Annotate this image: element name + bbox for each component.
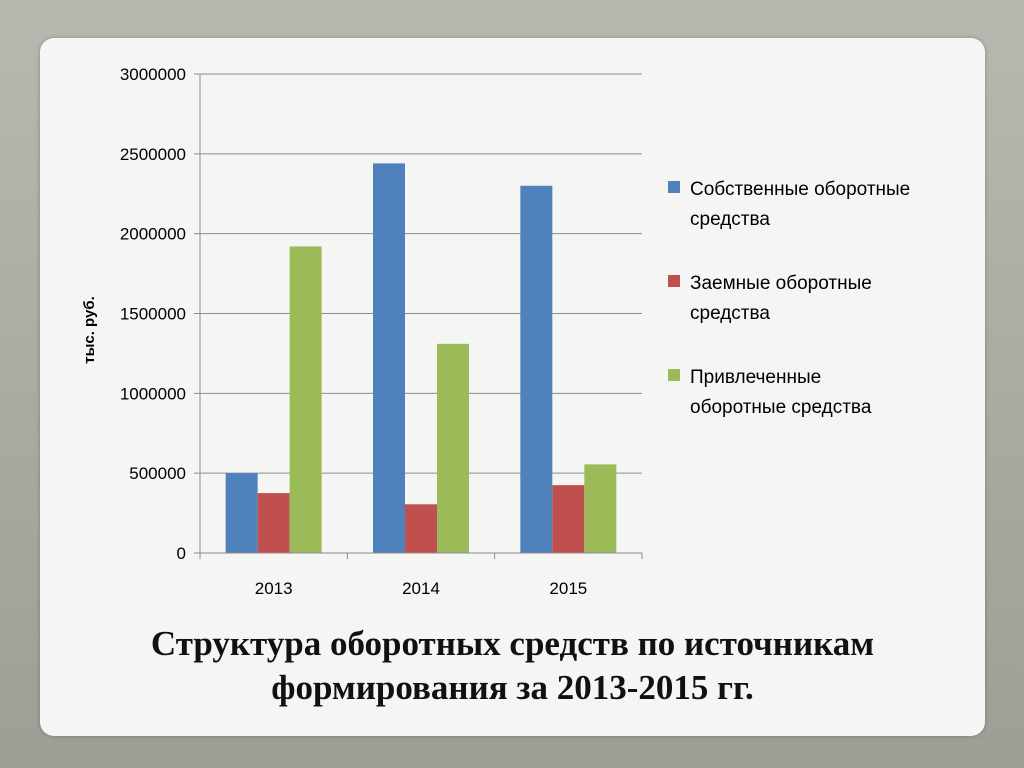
legend-swatch bbox=[668, 181, 680, 193]
x-tick-label: 2014 bbox=[402, 579, 440, 598]
legend-entry-label: средства bbox=[690, 209, 770, 230]
y-axis-label: тыс. руб. bbox=[81, 296, 98, 364]
x-tick-label: 2013 bbox=[255, 579, 293, 598]
y-tick-label: 1500000 bbox=[120, 305, 186, 324]
bar bbox=[225, 473, 258, 553]
bar bbox=[584, 464, 617, 553]
x-tick-label: 2015 bbox=[549, 579, 587, 598]
legend-swatch bbox=[668, 369, 680, 381]
legend-entry-label: Собственные оборотные bbox=[690, 179, 910, 200]
legend-entry-label: оборотные средства bbox=[690, 397, 872, 418]
chart-title-line-2: формирования за 2013-2015 гг. bbox=[271, 668, 754, 707]
bar bbox=[373, 163, 405, 553]
legend-entry-label: средства bbox=[690, 303, 770, 324]
bar bbox=[405, 504, 437, 553]
bar bbox=[437, 343, 469, 553]
y-tick-label: 500000 bbox=[129, 464, 186, 483]
bar bbox=[289, 246, 322, 553]
chart-title-line-1: Структура оборотных средств по источника… bbox=[150, 624, 875, 663]
bar bbox=[257, 493, 290, 553]
y-tick-label: 2500000 bbox=[120, 145, 186, 164]
y-tick-label: 2000000 bbox=[120, 225, 186, 244]
legend-entry-label: Заемные оборотные bbox=[690, 273, 872, 294]
y-tick-label: 0 bbox=[177, 544, 186, 563]
y-tick-label: 1000000 bbox=[120, 384, 186, 403]
bar bbox=[520, 185, 553, 553]
legend-entry-label: Привлеченные bbox=[690, 367, 821, 388]
bar bbox=[552, 485, 585, 553]
legend-swatch bbox=[668, 275, 680, 287]
y-tick-label: 3000000 bbox=[120, 65, 186, 84]
chart-title: Структура оборотных средств по источника… bbox=[40, 622, 985, 710]
